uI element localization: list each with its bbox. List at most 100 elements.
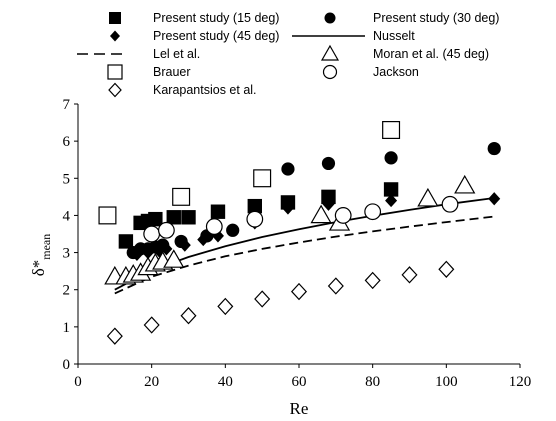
series-2 bbox=[130, 192, 501, 262]
plot-axes: 0 1 2 3 4 5 6 7 0 20 40 60 80 100 120 bbox=[63, 97, 532, 390]
legend-entry: Present study (15 deg) bbox=[109, 11, 279, 25]
legend-label: Brauer bbox=[153, 65, 191, 79]
data-point bbox=[384, 151, 398, 165]
data-point bbox=[118, 234, 134, 249]
data-point bbox=[487, 141, 501, 156]
data-point bbox=[180, 307, 197, 325]
legend-entry: Brauer bbox=[107, 64, 191, 80]
legend-label: Lel et al. bbox=[153, 47, 200, 61]
data-point bbox=[143, 225, 161, 243]
data-point bbox=[254, 290, 271, 308]
data-point bbox=[210, 204, 226, 219]
legend: Present study (15 deg) Present study (30 … bbox=[77, 11, 499, 98]
legend-entry: Karapantsios et al. bbox=[108, 82, 257, 98]
data-point bbox=[205, 218, 223, 235]
legend-label: Nusselt bbox=[373, 29, 415, 43]
data-point bbox=[157, 221, 175, 239]
legend-swatch-marker bbox=[107, 64, 123, 80]
legend-label: Present study (30 deg) bbox=[373, 11, 499, 25]
series-7 bbox=[143, 195, 459, 243]
data-point bbox=[385, 193, 398, 208]
data-point bbox=[383, 182, 399, 197]
y-tick-label: 7 bbox=[63, 97, 71, 113]
data-point bbox=[130, 247, 143, 262]
data-point bbox=[454, 174, 476, 194]
data-point bbox=[226, 223, 239, 237]
legend-label: Present study (45 deg) bbox=[153, 29, 279, 43]
legend-entry: Present study (45 deg) bbox=[110, 29, 279, 43]
data-point bbox=[382, 120, 401, 139]
x-tick-label: 120 bbox=[509, 374, 532, 390]
data-point bbox=[290, 282, 308, 301]
data-point bbox=[148, 211, 163, 227]
plot-marks bbox=[98, 120, 501, 345]
series-4 bbox=[114, 215, 495, 295]
data-point bbox=[281, 162, 295, 176]
data-point bbox=[253, 169, 272, 188]
y-tick-label: 2 bbox=[63, 283, 71, 299]
legend-entry: Nusselt bbox=[292, 29, 415, 43]
x-tick-label: 60 bbox=[292, 374, 307, 390]
x-tick-label: 80 bbox=[365, 374, 380, 390]
data-point bbox=[281, 201, 294, 215]
y-tick-label: 5 bbox=[63, 171, 71, 187]
data-point bbox=[327, 277, 344, 295]
data-point bbox=[417, 187, 439, 207]
y-tick-label: 3 bbox=[63, 246, 71, 262]
data-point bbox=[141, 245, 154, 260]
legend-swatch-marker bbox=[108, 82, 122, 98]
y-axis-title-subscript: mean bbox=[39, 234, 53, 260]
legend-label: Karapantsios et al. bbox=[153, 83, 257, 97]
y-axis-title-main: δ* bbox=[29, 260, 48, 277]
data-point bbox=[438, 260, 455, 278]
lel-curve bbox=[114, 215, 495, 295]
data-point bbox=[217, 297, 234, 316]
x-tick-label: 0 bbox=[74, 374, 82, 390]
data-point bbox=[246, 210, 264, 228]
legend-swatch-marker bbox=[322, 64, 338, 80]
data-point bbox=[172, 187, 191, 206]
series-6 bbox=[98, 120, 401, 225]
data-point bbox=[98, 206, 117, 225]
series-8 bbox=[106, 260, 455, 345]
legend-swatch-marker bbox=[324, 12, 336, 24]
x-tick-label: 20 bbox=[144, 374, 159, 390]
data-point bbox=[401, 266, 418, 284]
data-point bbox=[441, 195, 459, 213]
legend-entry: Jackson bbox=[322, 64, 419, 80]
legend-swatch-marker bbox=[109, 12, 121, 24]
data-point bbox=[334, 207, 352, 224]
data-point bbox=[321, 156, 336, 171]
legend-swatch-marker bbox=[110, 30, 120, 42]
y-tick-label: 4 bbox=[63, 208, 71, 224]
data-point bbox=[166, 210, 181, 225]
data-point bbox=[322, 197, 335, 211]
data-point bbox=[181, 210, 196, 225]
data-point bbox=[160, 242, 173, 256]
data-point bbox=[321, 189, 336, 205]
legend-label: Moran et al. (45 deg) bbox=[373, 47, 489, 61]
legend-entry: Lel et al. bbox=[77, 47, 200, 61]
data-point bbox=[364, 271, 381, 290]
x-axis-title: Re bbox=[290, 399, 309, 418]
data-point bbox=[364, 203, 382, 221]
data-point bbox=[197, 232, 210, 247]
data-point bbox=[143, 316, 160, 334]
legend-label: Jackson bbox=[373, 65, 419, 79]
x-tick-label: 40 bbox=[218, 374, 233, 390]
legend-entry: Present study (30 deg) bbox=[324, 11, 499, 25]
y-tick-label: 0 bbox=[63, 357, 71, 373]
legend-swatch-marker bbox=[320, 44, 340, 61]
data-point bbox=[178, 238, 191, 252]
y-axis-title: δ*mean bbox=[29, 234, 53, 277]
legend-label: Present study (15 deg) bbox=[153, 11, 279, 25]
data-point bbox=[106, 327, 123, 345]
data-point bbox=[310, 204, 332, 224]
x-tick-label: 100 bbox=[435, 374, 458, 390]
data-point bbox=[163, 249, 185, 268]
legend-entry: Moran et al. (45 deg) bbox=[320, 44, 489, 61]
data-point bbox=[247, 198, 262, 214]
y-tick-label: 1 bbox=[63, 320, 71, 336]
y-tick-label: 6 bbox=[63, 134, 71, 150]
